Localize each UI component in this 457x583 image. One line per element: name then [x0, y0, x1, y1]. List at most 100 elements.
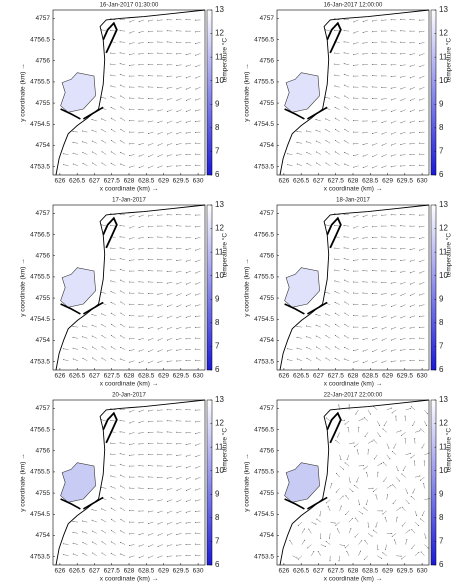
flow-arrow-head [195, 43, 197, 45]
flow-arrow [337, 432, 340, 438]
flow-arrow-head [334, 96, 336, 98]
flow-arrow-head [381, 225, 383, 227]
flow-arrow-head [194, 326, 196, 328]
colorbar-tick-label: 6 [439, 560, 444, 569]
flow-arrow-head [176, 349, 178, 351]
flow-arrow-head [138, 167, 140, 169]
flow-arrow-head [400, 18, 402, 20]
flow-arrow-head [411, 529, 413, 531]
flow-arrow-head [409, 327, 411, 329]
flow-arrow [391, 98, 397, 101]
flow-arrow [148, 315, 154, 318]
x-tick-label: 630 [417, 178, 428, 185]
flow-arrow [111, 151, 116, 155]
flow-arrow [157, 165, 163, 168]
flow-arrow-head [194, 121, 196, 123]
panel-title: 20-Jan-2017 [112, 393, 146, 399]
x-tick-label: 629.5 [173, 178, 190, 185]
flow-arrow-head [409, 272, 411, 274]
flow-arrow-head [166, 350, 168, 352]
flow-arrow [354, 485, 359, 489]
flow-arrow [82, 336, 88, 339]
flow-arrow-head [166, 247, 168, 249]
flow-arrow-head [128, 281, 130, 283]
flow-arrow [92, 357, 97, 361]
flow-arrow-head [390, 214, 392, 216]
flow-arrow-head [91, 119, 93, 121]
flow-arrow [297, 347, 302, 350]
flow-arrow [391, 349, 397, 352]
flow-arrow-head [371, 109, 373, 111]
colorbar-tick-label: 12 [215, 224, 224, 233]
flow-arrow [391, 143, 397, 146]
flow-arrow [336, 473, 340, 478]
flow-arrow [410, 98, 416, 101]
flow-arrow [391, 120, 397, 124]
flow-arrow [92, 520, 97, 523]
flow-arrow-head [390, 361, 392, 363]
colorbar-tick-label: 13 [215, 395, 224, 404]
flow-arrow [347, 454, 350, 460]
flow-arrow [148, 521, 154, 524]
flow-arrow-head [362, 144, 364, 146]
flow-arrow-head [195, 238, 197, 240]
flow-arrow [335, 324, 340, 328]
flow-arrow-head [63, 543, 65, 545]
flow-arrow [120, 63, 126, 65]
flow-arrow-head [92, 552, 94, 554]
flow-arrow-head [347, 426, 349, 428]
flow-arrow [353, 53, 359, 55]
flow-arrow-head [418, 142, 420, 144]
flow-arrow [157, 293, 163, 295]
colorbar-tick-label: 6 [215, 365, 220, 374]
panel-title: 16-Jan-2017 01:30:00 [100, 3, 159, 9]
flow-arrow-head [325, 118, 327, 120]
flow-arrow [157, 555, 163, 558]
flow-arrow-head [343, 258, 345, 260]
flow-arrow [148, 499, 154, 501]
flow-arrow-head [418, 348, 420, 350]
flow-arrow-head [176, 283, 178, 285]
flow-arrow [158, 533, 163, 536]
x-tick-label: 629 [158, 178, 169, 185]
flow-arrow [372, 315, 378, 318]
flow-arrow-head [185, 432, 187, 434]
flow-arrow-head [372, 339, 374, 341]
flow-arrow-head [120, 485, 122, 487]
flow-arrow-head [377, 549, 379, 551]
flow-arrow-head [128, 131, 130, 133]
flow-arrow [386, 443, 390, 449]
flow-arrow-head [138, 42, 140, 44]
flow-arrow [120, 247, 126, 249]
flow-arrow-head [166, 305, 168, 307]
flow-arrow-head [354, 517, 356, 519]
flow-arrow [167, 293, 173, 296]
flow-arrow-head [409, 30, 411, 32]
flow-arrow-head [120, 518, 122, 520]
flow-arrow [63, 153, 69, 155]
flow-arrow [176, 544, 182, 546]
panel-title: 17-Jan-2017 [112, 198, 146, 204]
y-tick-label: 4756 [36, 252, 51, 259]
flow-arrow [111, 163, 116, 166]
colorbar [206, 204, 213, 371]
flow-arrow-head [420, 518, 422, 520]
flow-arrow [358, 540, 362, 545]
flow-arrow-head [129, 227, 131, 229]
flow-arrow [382, 552, 387, 556]
flow-arrow [195, 420, 201, 423]
flow-arrow-head [128, 86, 130, 88]
flow-arrow [401, 432, 406, 436]
flow-arrow-head [129, 411, 131, 413]
flow-arrow [410, 315, 416, 318]
flow-arrow-head [166, 30, 168, 32]
flow-arrow [110, 63, 116, 65]
flow-arrow-head [306, 162, 308, 164]
flow-arrow [186, 510, 192, 513]
flow-arrow [335, 129, 340, 133]
flow-arrow-head [138, 281, 140, 283]
x-tick-label: 628 [124, 178, 135, 185]
flow-arrow-head [362, 64, 364, 66]
flow-arrow [372, 338, 378, 341]
flow-arrow-head [409, 77, 411, 79]
